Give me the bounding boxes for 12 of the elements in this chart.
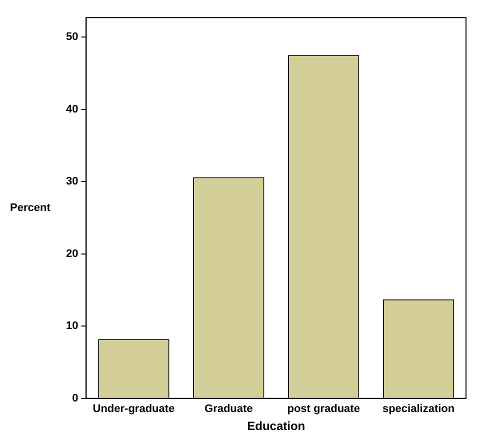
x-tick-label: Graduate bbox=[204, 403, 253, 416]
y-tick-label: 10 bbox=[66, 320, 78, 332]
y-tick-label: 40 bbox=[66, 103, 78, 116]
y-tick-label: 30 bbox=[66, 176, 78, 188]
x-tick-label: Under-graduate bbox=[92, 403, 175, 416]
x-tick-label: specialization bbox=[382, 403, 455, 416]
x-axis-title: Education bbox=[247, 419, 306, 434]
y-tick-label: 0 bbox=[72, 392, 78, 404]
y-tick-label: 20 bbox=[66, 248, 78, 260]
y-axis-title: Percent bbox=[10, 202, 51, 214]
x-tick-label: post graduate bbox=[287, 403, 360, 416]
y-tick-label: 50 bbox=[66, 31, 78, 44]
